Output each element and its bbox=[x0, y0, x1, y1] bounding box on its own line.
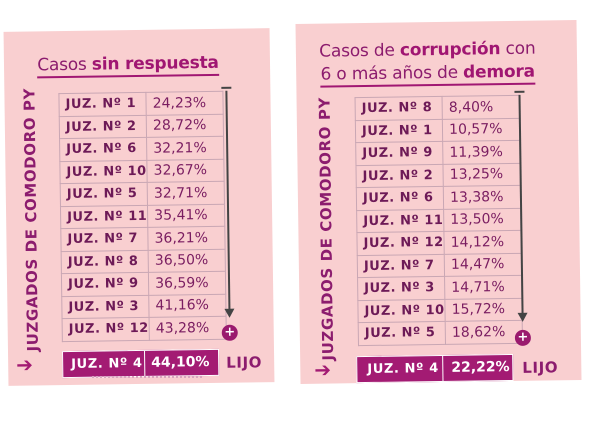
panel-title: Casos sin respuesta bbox=[4, 52, 252, 79]
percentage-cell: 13,50% bbox=[443, 207, 522, 232]
percentage-cell: 14,47% bbox=[444, 252, 522, 277]
percentage-cell: 32,67% bbox=[146, 158, 225, 183]
court-cell: JUZ. Nº 12 bbox=[356, 231, 445, 256]
percentage-cell: 14,12% bbox=[444, 230, 522, 254]
table-row: JUZ. Nº 5 32,71% bbox=[60, 181, 225, 207]
court-cell: JUZ. Nº 3 bbox=[61, 294, 150, 319]
highlight-row: JUZ. Nº 4 22,22% bbox=[356, 353, 514, 384]
ranking-table: JUZ. Nº 8 8,40% JUZ. Nº 1 10,57% JUZ. Nº 9 11… bbox=[355, 95, 524, 346]
highlight-court: JUZ. Nº 4 bbox=[367, 361, 439, 378]
percentage-cell: 36,50% bbox=[148, 248, 226, 273]
plus-icon: + bbox=[221, 324, 238, 341]
percentage-cell: 11,39% bbox=[442, 140, 521, 164]
percentage-cell: 43,28% bbox=[149, 316, 227, 340]
minus-sign bbox=[514, 90, 525, 93]
court-cell: JUZ. Nº 10 bbox=[59, 159, 148, 184]
court-cell: JUZ. Nº 9 bbox=[355, 141, 444, 166]
table-row: JUZ. Nº 8 36,50% bbox=[61, 248, 226, 274]
panel-corrupcion-demora: Casos de corrupción con 6 o más años de … bbox=[295, 20, 582, 384]
vertical-label: JUZGADOS DE COMODORO PY bbox=[315, 96, 338, 361]
percentage-cell: 32,21% bbox=[146, 136, 224, 160]
table-row: JUZ. Nº 1 24,23% bbox=[58, 91, 224, 117]
minus-sign bbox=[221, 86, 232, 89]
judge-name: LIJO bbox=[522, 358, 559, 377]
percentage-cell: 13,38% bbox=[443, 185, 521, 209]
panel-sin-respuesta: Casos sin respuesta JUZGADOS DE COMODORO… bbox=[3, 28, 275, 386]
percentage-cell: 10,57% bbox=[442, 117, 520, 142]
highlight-row: JUZ. Nº 4 44,10% bbox=[62, 348, 220, 379]
court-cell: JUZ. Nº 12 bbox=[62, 317, 150, 342]
table-row: JUZ. Nº 3 41,16% bbox=[61, 293, 227, 319]
court-cell: JUZ. Nº 10 bbox=[357, 298, 446, 323]
table-row: JUZ. Nº 10 15,72% bbox=[357, 297, 523, 323]
highlight-value: 22,22% bbox=[451, 359, 510, 376]
highlight-value: 44,10% bbox=[151, 354, 210, 371]
court-cell: JUZ. Nº 1 bbox=[355, 118, 443, 143]
court-cell: JUZ. Nº 11 bbox=[60, 204, 148, 229]
table-row: JUZ. Nº 9 36,59% bbox=[61, 271, 226, 297]
percentage-cell: 36,59% bbox=[148, 271, 226, 295]
table-row: JUZ. Nº 9 11,39% bbox=[355, 140, 521, 166]
court-cell: JUZ. Nº 3 bbox=[357, 276, 445, 301]
court-cell: JUZ. Nº 6 bbox=[59, 137, 147, 162]
panel-title-line1: Casos de corrupción con bbox=[319, 38, 536, 62]
percentage-cell: 36,21% bbox=[147, 226, 226, 250]
court-cell: JUZ. Nº 8 bbox=[355, 96, 443, 121]
court-cell: JUZ. Nº 7 bbox=[357, 253, 445, 278]
judge-name: LIJO bbox=[226, 353, 263, 372]
table-row: JUZ. Nº 12 43,28% bbox=[62, 316, 227, 342]
court-cell: JUZ. Nº 5 bbox=[358, 321, 446, 346]
court-cell: JUZ. Nº 7 bbox=[60, 227, 149, 252]
table-row: JUZ. Nº 7 14,47% bbox=[357, 252, 522, 278]
table-row: JUZ. Nº 1 10,57% bbox=[355, 117, 520, 143]
right-arrow-icon: ➔ bbox=[314, 357, 332, 382]
percentage-cell: 32,71% bbox=[147, 181, 225, 205]
court-cell: JUZ. Nº 1 bbox=[58, 92, 147, 117]
table-row: JUZ. Nº 7 36,21% bbox=[60, 226, 226, 252]
court-cell: JUZ. Nº 11 bbox=[356, 208, 445, 233]
highlight-court: JUZ. Nº 4 bbox=[71, 355, 143, 372]
panel-title-line2: 6 o más años de demora bbox=[296, 61, 559, 88]
percentage-cell: 15,72% bbox=[444, 297, 523, 322]
court-cell: JUZ. Nº 5 bbox=[60, 182, 148, 207]
table-row: JUZ. Nº 2 13,25% bbox=[355, 162, 521, 188]
vertical-label: JUZGADOS DE COMODORO PY bbox=[20, 87, 43, 352]
court-cell: JUZ. Nº 9 bbox=[61, 272, 149, 297]
plus-icon: + bbox=[514, 329, 532, 346]
table-row: JUZ. Nº 6 32,21% bbox=[59, 136, 224, 162]
percentage-cell: 14,71% bbox=[444, 275, 522, 299]
table-row: JUZ. Nº 10 32,67% bbox=[59, 158, 225, 184]
table-row: JUZ. Nº 12 14,12% bbox=[356, 230, 522, 256]
percentage-cell: 35,41% bbox=[147, 203, 225, 228]
table-row: JUZ. Nº 8 8,40% bbox=[355, 95, 520, 121]
table-row: JUZ. Nº 6 13,38% bbox=[356, 185, 521, 211]
percentage-cell: 18,62% bbox=[445, 320, 523, 344]
percentage-cell: 8,40% bbox=[442, 95, 520, 119]
table-row: JUZ. Nº 11 35,41% bbox=[60, 203, 225, 229]
court-cell: JUZ. Nº 6 bbox=[356, 186, 444, 211]
table-row: JUZ. Nº 3 14,71% bbox=[357, 275, 522, 301]
court-cell: JUZ. Nº 2 bbox=[355, 163, 444, 188]
table-row: JUZ. Nº 2 28,72% bbox=[59, 113, 224, 139]
percentage-cell: 13,25% bbox=[443, 162, 521, 187]
cropped-caption bbox=[92, 376, 202, 384]
court-cell: JUZ. Nº 2 bbox=[59, 114, 147, 139]
table-row: JUZ. Nº 11 13,50% bbox=[356, 207, 522, 233]
percentage-cell: 28,72% bbox=[146, 113, 224, 138]
court-cell: JUZ. Nº 8 bbox=[61, 249, 149, 274]
right-arrow-icon: ➔ bbox=[16, 352, 34, 377]
percentage-cell: 41,16% bbox=[148, 293, 227, 318]
table-row: JUZ. Nº 5 18,62% bbox=[358, 320, 523, 346]
percentage-cell: 24,23% bbox=[146, 91, 224, 115]
